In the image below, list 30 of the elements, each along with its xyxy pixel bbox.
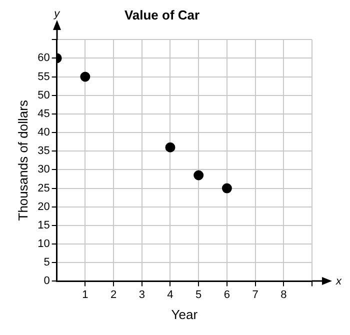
- point: [165, 142, 176, 152]
- point: [222, 183, 232, 194]
- y-tick-label: 10: [38, 238, 50, 250]
- x-tick-label: 5: [196, 288, 202, 301]
- y-tick-label: 40: [38, 126, 50, 139]
- x-tick-label: 6: [224, 288, 230, 301]
- text: y: [53, 8, 62, 20]
- x-tick-label: 8: [280, 288, 287, 301]
- y-tick-label: 50: [38, 89, 50, 102]
- y-tick-label: 45: [38, 108, 50, 120]
- text: x: [335, 275, 342, 288]
- y-tick-label: 20: [38, 200, 50, 213]
- chart-title: Value of Car: [124, 7, 200, 22]
- y-tick-label: 35: [38, 145, 50, 158]
- y-tick-label: 55: [38, 70, 50, 83]
- y-tick-label: 5: [44, 256, 50, 269]
- x-axis-title: Year: [171, 306, 198, 322]
- y-tick-label: 30: [38, 164, 50, 176]
- x-tick-label: 7: [252, 288, 258, 301]
- y-tick-label: 0: [44, 275, 50, 288]
- x-tick-label: 3: [138, 288, 145, 301]
- y-tick-label: 25: [38, 182, 50, 194]
- point: [194, 170, 204, 180]
- x-tick-label: 1: [82, 288, 88, 301]
- point: [80, 72, 90, 82]
- y-tick-label: 15: [38, 219, 50, 232]
- x-tick-label: 4: [167, 288, 174, 301]
- y-tick-label: 60: [38, 52, 50, 64]
- y-axis-title: Thousands of dollars: [15, 100, 30, 221]
- x-tick-label: 2: [110, 288, 117, 301]
